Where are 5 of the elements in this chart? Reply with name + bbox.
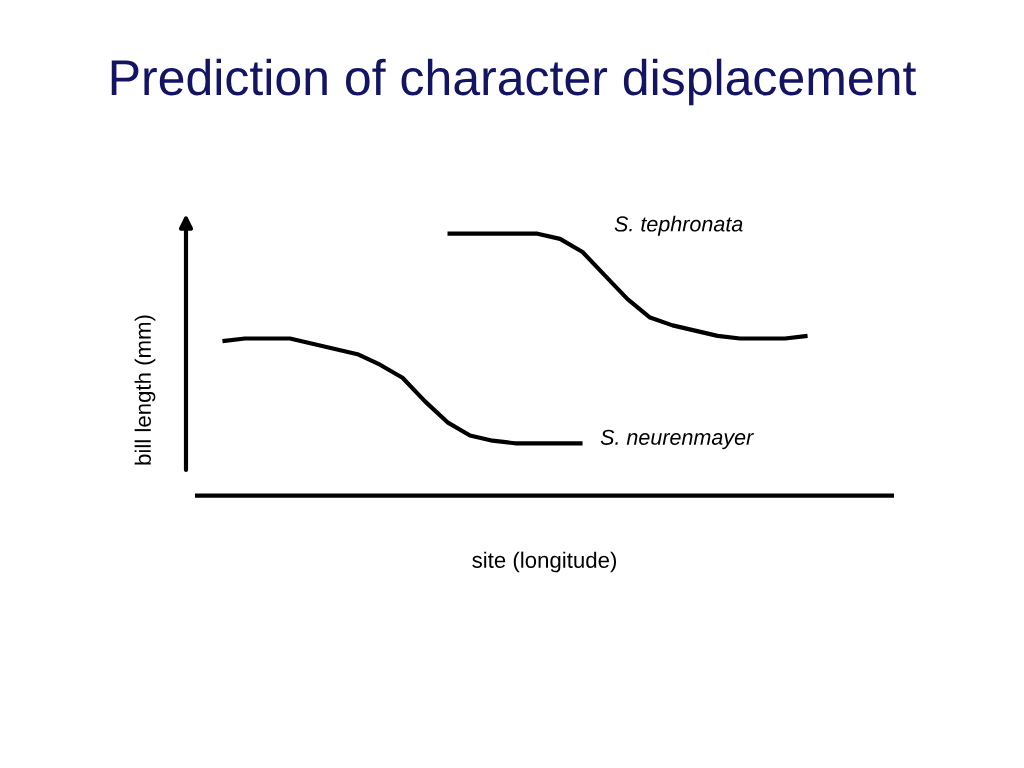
x-axis-title: site (longitude) (472, 551, 616, 573)
y-axis-title: bill length (mm) (134, 315, 156, 465)
chart-title: Prediction of character displacement (111, 58, 917, 106)
series-label: S. tephronata (614, 215, 743, 236)
series-label: S. neurenmayer (600, 429, 754, 450)
